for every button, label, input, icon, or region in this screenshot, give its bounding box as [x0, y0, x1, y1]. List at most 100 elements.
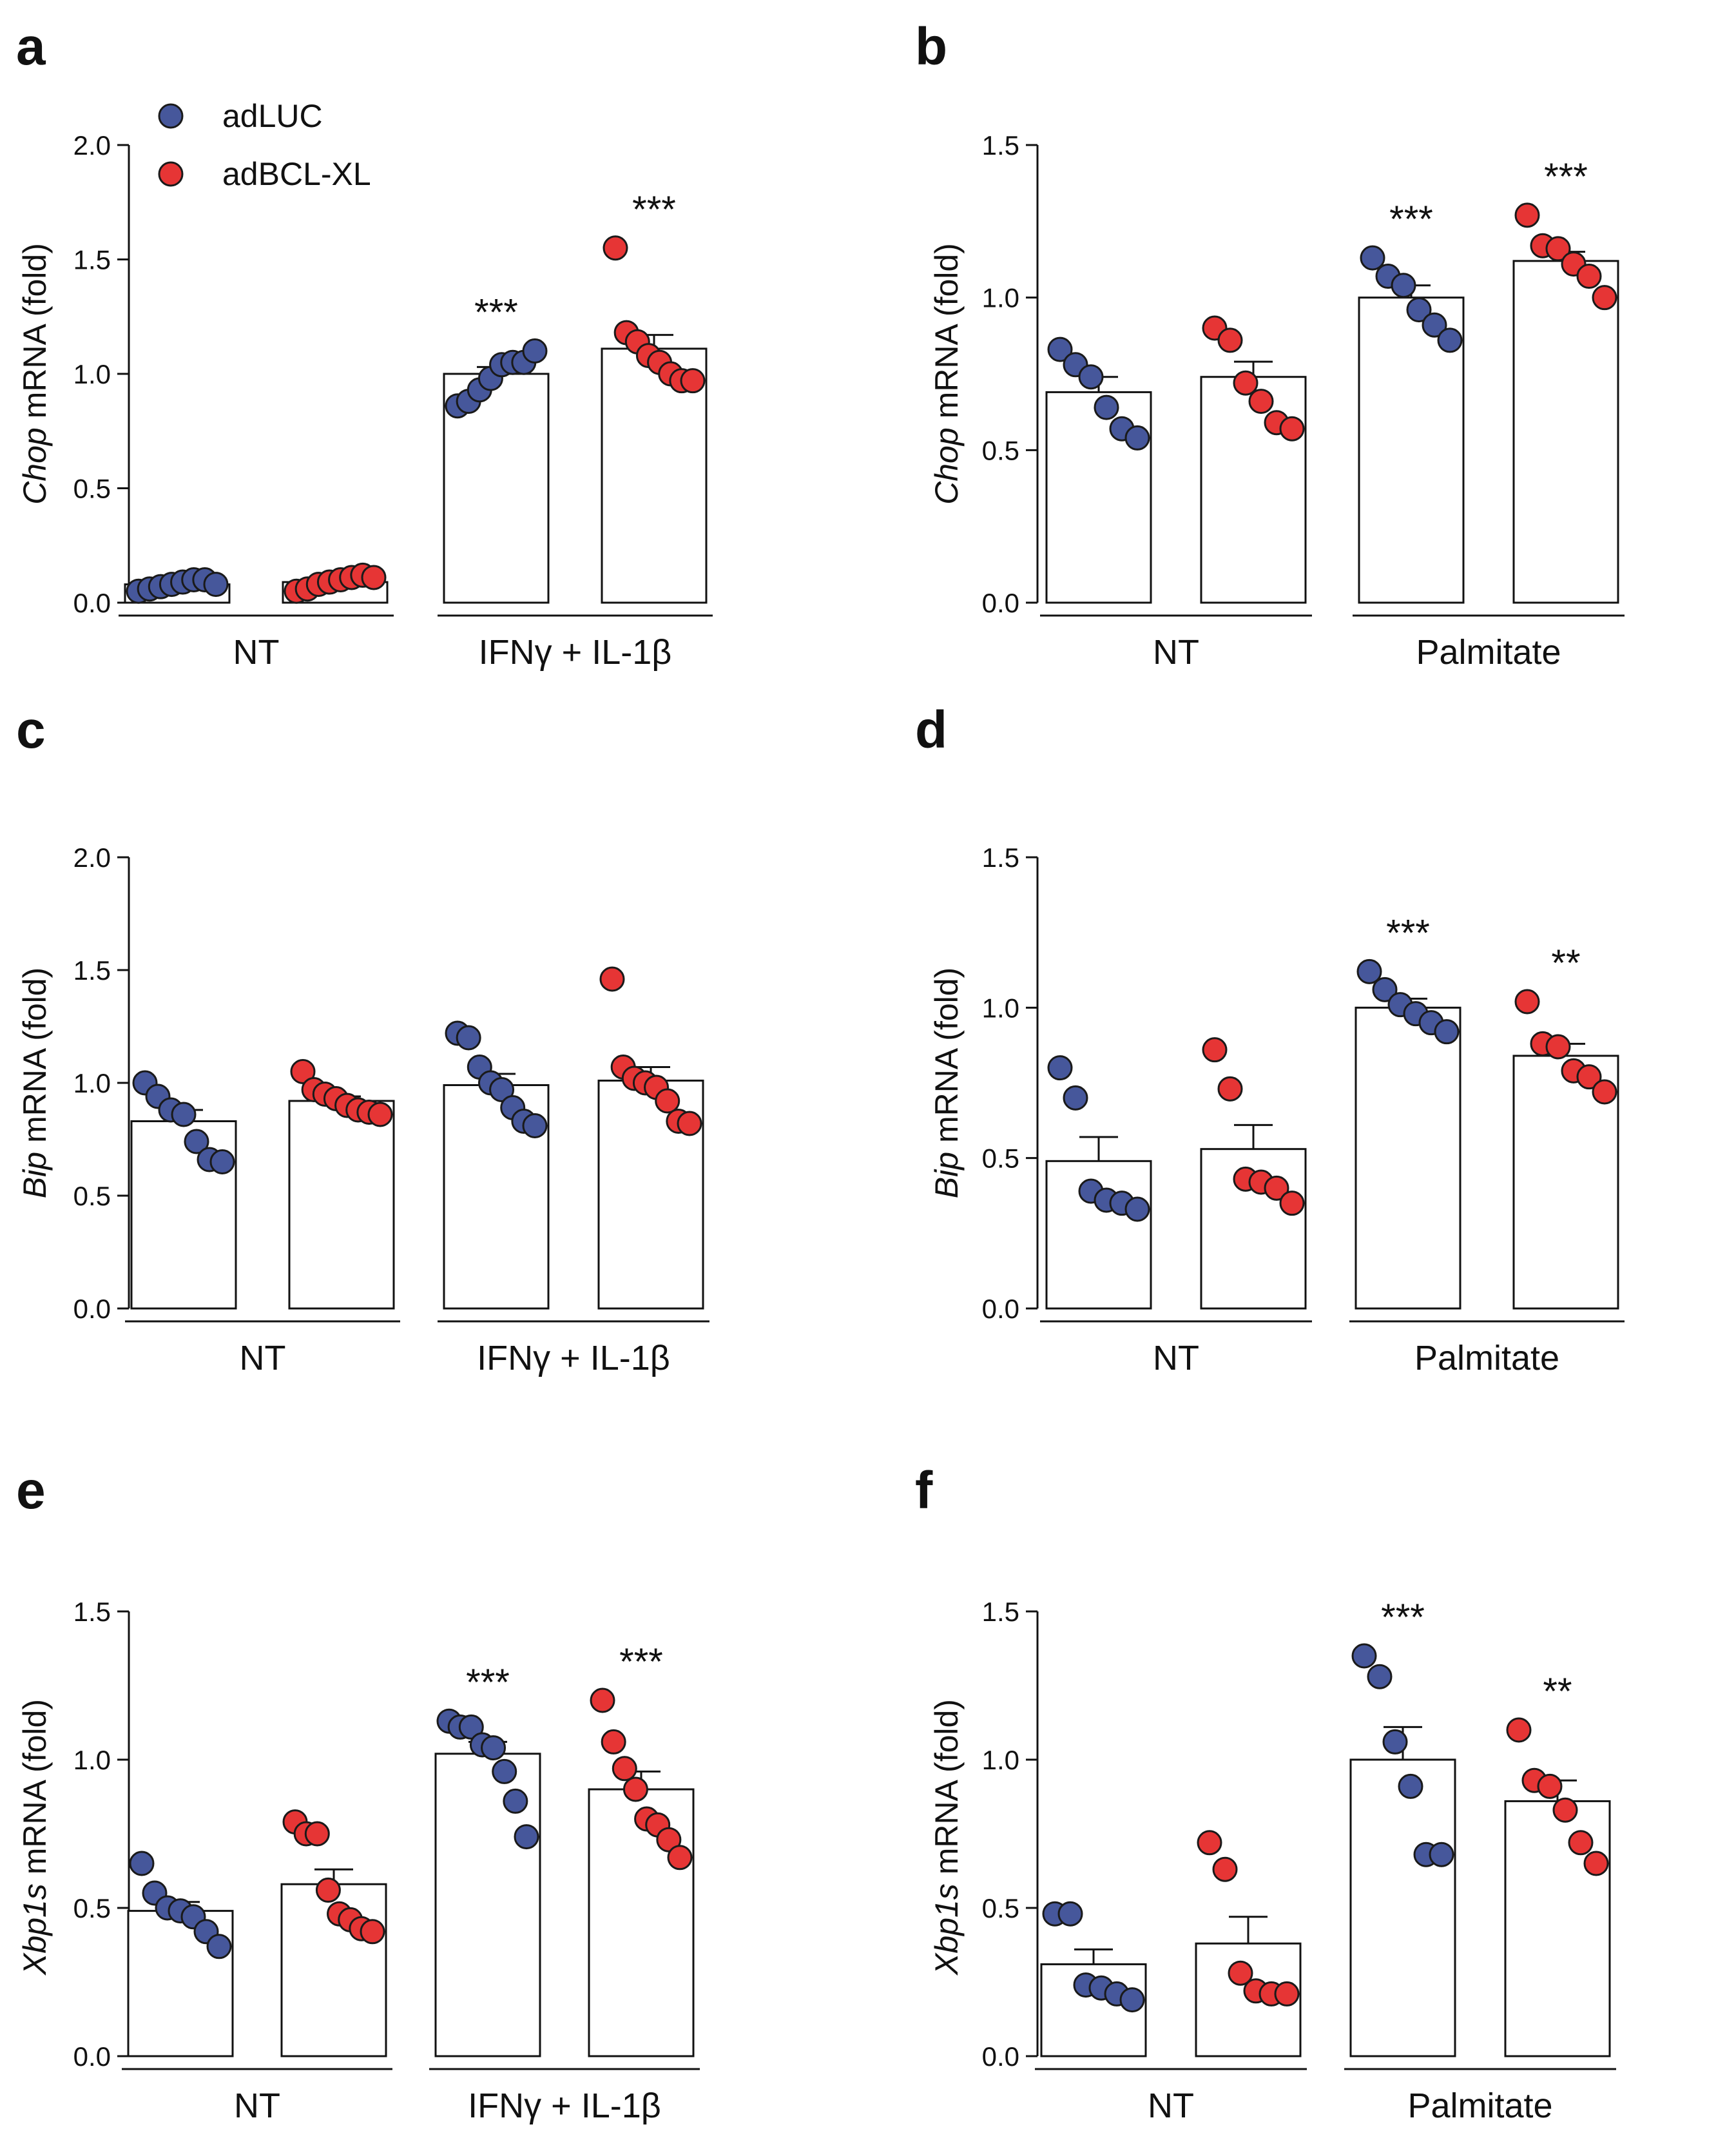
y-axis-label-unit: mRNA (fold): [929, 967, 965, 1152]
data-point-adLUC: [1391, 273, 1416, 298]
y-tick-label: 0.0: [982, 1294, 1019, 1324]
data-point-adLUC: [522, 338, 548, 364]
data-point-adLUC: [1057, 1901, 1083, 1927]
significance-label: ***: [466, 1662, 510, 1704]
y-axis-label-gene: Xbp1s: [17, 1883, 53, 1976]
data-point-adBCL-XL: [1537, 1773, 1563, 1799]
data-point-adLUC: [1437, 327, 1463, 353]
data-point-adBCL-XL: [612, 1756, 637, 1782]
data-point-adBCL-XL: [1568, 1830, 1594, 1856]
data-point-adLUC: [503, 1788, 528, 1814]
data-point-adLUC: [1367, 1664, 1393, 1689]
data-point-adLUC: [458, 1714, 484, 1740]
data-point-adLUC: [171, 1102, 197, 1127]
y-axis-label-unit: mRNA (fold): [929, 1699, 965, 1883]
legend: adLUC adBCL-XL: [158, 98, 371, 192]
data-point-adBCL-XL: [1552, 1797, 1578, 1823]
panel-letter: e: [16, 1461, 46, 1520]
group-label: IFNγ + IL-1β: [468, 2086, 661, 2125]
panel-letter: a: [16, 17, 46, 76]
data-point-adLUC: [206, 1934, 232, 1959]
panel-letter: c: [16, 701, 46, 759]
data-point-adLUC: [514, 1824, 539, 1850]
data-point-adLUC: [1078, 364, 1104, 390]
data-point-adBCL-XL: [1592, 285, 1617, 311]
data-point-adBCL-XL: [361, 565, 387, 590]
bar: [1349, 1758, 1456, 2057]
y-tick-label: 2.0: [73, 842, 111, 873]
data-point-adBCL-XL: [1514, 202, 1540, 228]
bar: [1504, 1800, 1611, 2057]
panel-a: a 0.0 0.5 1.0 1.5 2.0 Chop mRNA (fold) *** *** NT…: [16, 17, 713, 672]
group-label: NT: [1153, 1339, 1199, 1377]
data-point-adBCL-XL: [656, 1827, 682, 1852]
group-label: Palmitate: [1407, 2086, 1552, 2125]
y-axis-label: Bip mRNA (fold): [17, 967, 53, 1198]
data-point-adBCL-XL: [667, 1845, 693, 1871]
data-point-adLUC: [522, 1113, 548, 1138]
bar: [1045, 391, 1152, 604]
y-tick-label: 1.5: [982, 130, 1019, 160]
y-tick-label: 1.5: [982, 1597, 1019, 1627]
panel-letter: d: [915, 701, 947, 759]
group-label: IFNγ + IL-1β: [477, 1339, 670, 1377]
data-point-adLUC: [209, 1149, 235, 1174]
data-point-adLUC: [1422, 312, 1447, 338]
data-point-adBCL-XL: [290, 1059, 316, 1084]
bar: [288, 1100, 395, 1310]
significance-label: ***: [1544, 156, 1588, 198]
y-tick-label: 1.5: [73, 245, 111, 275]
y-tick-label: 1.0: [73, 1068, 111, 1098]
y-axis-label-gene: Bip: [929, 1152, 965, 1198]
y-tick-label: 0.5: [982, 1893, 1019, 1923]
data-point-adLUC: [1360, 245, 1385, 271]
data-point-adBCL-XL: [1514, 989, 1540, 1015]
data-point-adLUC: [1382, 1729, 1408, 1755]
legend-label: adBCL-XL: [222, 156, 371, 192]
y-tick-label: 1.0: [982, 283, 1019, 313]
data-point-adLUC: [1094, 394, 1119, 420]
data-point-adBCL-XL: [360, 1919, 385, 1945]
data-point-adLUC: [184, 1129, 209, 1154]
data-point-adBCL-XL: [1274, 1981, 1300, 2007]
y-axis-label-unit: mRNA (fold): [929, 243, 965, 427]
significance-label: ***: [619, 1641, 663, 1683]
significance-label: ***: [632, 189, 676, 231]
y-tick-label: 0.5: [982, 435, 1019, 465]
y-axis-label-unit: mRNA (fold): [17, 1699, 53, 1883]
data-point-adBCL-XL: [601, 1729, 626, 1755]
data-point-adBCL-XL: [367, 1102, 393, 1127]
data-point-adBCL-XL: [1506, 1717, 1532, 1743]
data-point-adLUC: [1351, 1643, 1377, 1669]
y-tick-label: 0.5: [73, 1181, 111, 1211]
data-point-adLUC: [1398, 1773, 1423, 1799]
data-point-adBCL-XL: [304, 1821, 330, 1847]
y-tick-label: 0.0: [73, 2041, 111, 2072]
data-point-adLUC: [481, 1735, 506, 1761]
data-point-adBCL-XL: [1233, 370, 1259, 396]
y-axis-label: Chop mRNA (fold): [17, 243, 53, 505]
group-label: NT: [1148, 2086, 1194, 2125]
data-point-adLUC: [1124, 425, 1150, 451]
y-axis-label: Xbp1s mRNA (fold): [17, 1699, 53, 1976]
data-point-adBCL-XL: [1279, 416, 1305, 442]
panel-letter: f: [915, 1461, 933, 1520]
data-point-adBCL-XL: [1202, 1037, 1228, 1063]
y-axis-label-gene: Chop: [17, 427, 53, 505]
y-tick-label: 1.5: [73, 1597, 111, 1627]
y-tick-label: 1.0: [73, 359, 111, 389]
significance-label: ***: [1381, 1597, 1425, 1638]
bar: [130, 1120, 237, 1310]
panel-e: e 0.0 0.5 1.0 1.5 Xbp1s mRNA (fold) *** *** NT IF…: [16, 1461, 700, 2125]
y-axis-label-unit: mRNA (fold): [17, 243, 53, 427]
data-point-adBCL-XL: [1248, 389, 1274, 414]
data-point-adLUC: [1047, 1055, 1073, 1081]
data-point-adBCL-XL: [603, 235, 628, 261]
data-point-adLUC: [1406, 297, 1432, 323]
data-point-adBCL-XL: [1279, 1191, 1305, 1216]
data-point-adBCL-XL: [677, 1111, 702, 1136]
data-point-adBCL-XL: [1217, 1076, 1243, 1102]
